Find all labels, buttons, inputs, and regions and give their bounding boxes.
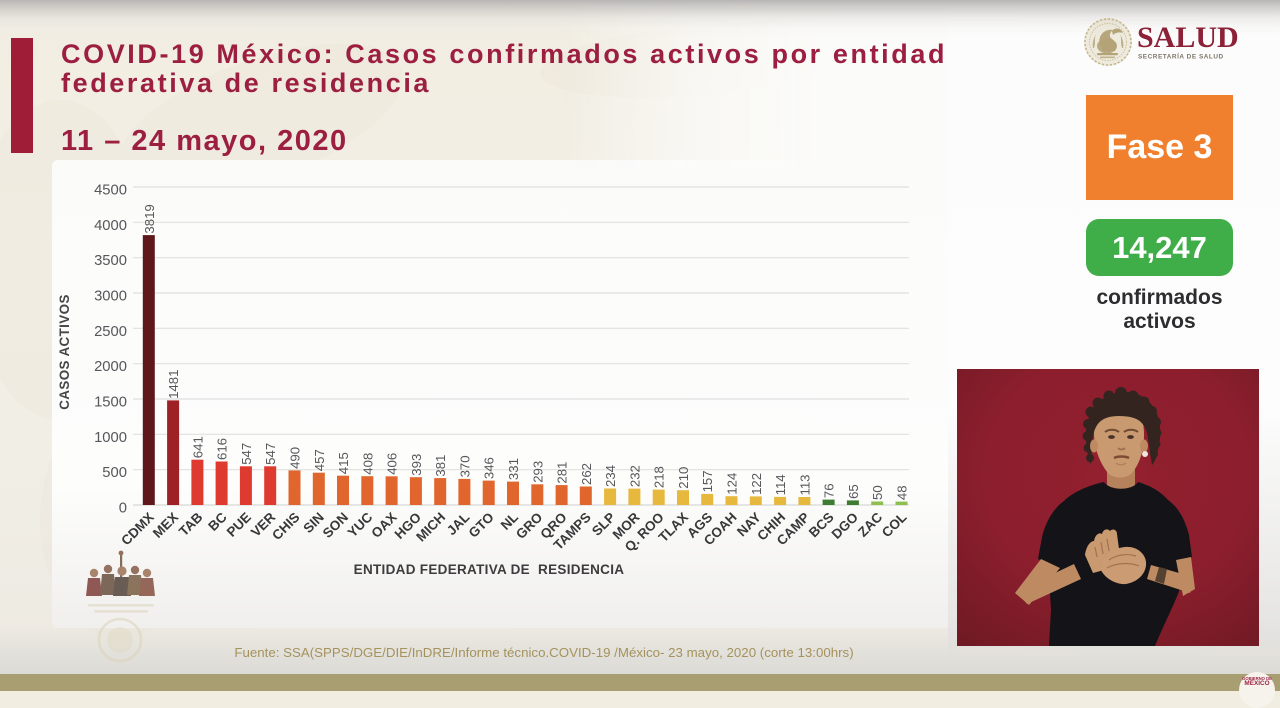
svg-text:370: 370 <box>457 455 472 477</box>
svg-text:SON: SON <box>320 510 351 541</box>
svg-text:3500: 3500 <box>94 253 127 269</box>
svg-text:3000: 3000 <box>94 289 127 305</box>
svg-text:OAX: OAX <box>368 510 399 541</box>
svg-text:210: 210 <box>676 467 691 489</box>
svg-text:COL: COL <box>879 510 910 541</box>
svg-text:381: 381 <box>433 455 448 477</box>
svg-text:2500: 2500 <box>94 324 127 340</box>
svg-text:YUC: YUC <box>345 509 376 540</box>
svg-text:3819: 3819 <box>142 204 157 233</box>
svg-text:76: 76 <box>822 483 837 498</box>
svg-text:346: 346 <box>482 457 497 479</box>
svg-text:GTO: GTO <box>466 510 497 541</box>
svg-text:50: 50 <box>870 485 885 500</box>
svg-text:0: 0 <box>119 501 127 517</box>
svg-text:218: 218 <box>652 466 667 488</box>
svg-text:281: 281 <box>555 462 570 484</box>
svg-text:1000: 1000 <box>94 430 127 446</box>
svg-text:MEX: MEX <box>150 510 181 541</box>
svg-text:2000: 2000 <box>94 359 127 375</box>
svg-text:616: 616 <box>215 438 230 460</box>
svg-text:232: 232 <box>627 465 642 487</box>
svg-text:293: 293 <box>530 461 545 483</box>
svg-text:1500: 1500 <box>94 395 127 411</box>
svg-text:122: 122 <box>749 473 764 495</box>
svg-text:4000: 4000 <box>94 218 127 234</box>
svg-text:393: 393 <box>409 454 424 476</box>
svg-text:SALUD: SALUD <box>1137 21 1239 54</box>
svg-text:113: 113 <box>797 474 812 495</box>
svg-text:CASOS ACTIVOS: CASOS ACTIVOS <box>57 294 72 410</box>
svg-text:DGO: DGO <box>829 510 861 542</box>
svg-text:SECRETARÍA DE SALUD: SECRETARÍA DE SALUD <box>1138 52 1224 61</box>
svg-text:641: 641 <box>190 436 205 458</box>
svg-text:457: 457 <box>312 449 327 471</box>
svg-text:331: 331 <box>506 458 521 480</box>
svg-text:TAB: TAB <box>176 509 206 539</box>
svg-text:408: 408 <box>360 453 375 475</box>
svg-text:ENTIDAD FEDERATIVA DE RESIDEN: ENTIDAD FEDERATIVA DE RESIDENCIA <box>354 562 625 577</box>
svg-text:CHIS: CHIS <box>269 510 302 543</box>
svg-text:48: 48 <box>895 485 910 500</box>
svg-text:ZAC: ZAC <box>855 509 885 539</box>
svg-text:262: 262 <box>579 463 594 485</box>
svg-text:GRO: GRO <box>513 510 545 542</box>
svg-text:157: 157 <box>700 470 715 492</box>
svg-text:4500: 4500 <box>94 183 127 199</box>
svg-text:124: 124 <box>725 473 740 495</box>
svg-text:406: 406 <box>385 453 400 475</box>
svg-text:490: 490 <box>288 447 303 469</box>
svg-text:114: 114 <box>773 474 788 495</box>
svg-text:415: 415 <box>336 452 351 474</box>
svg-text:PUE: PUE <box>224 510 254 540</box>
svg-text:500: 500 <box>102 465 127 481</box>
svg-text:65: 65 <box>846 484 861 499</box>
svg-text:547: 547 <box>263 443 278 465</box>
svg-text:547: 547 <box>239 443 254 465</box>
svg-text:1481: 1481 <box>166 370 181 399</box>
svg-text:234: 234 <box>603 465 618 487</box>
